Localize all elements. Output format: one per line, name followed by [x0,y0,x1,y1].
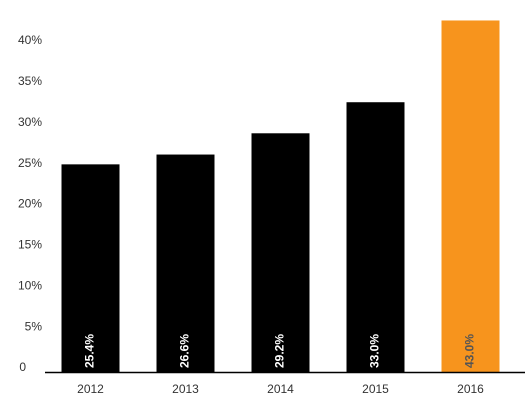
bar [346,102,405,372]
bar [441,20,500,372]
x-tick-label: 2013 [172,382,199,396]
value-label: 43.0% [463,334,477,368]
y-tick-label: 40% [18,33,42,47]
x-tick-label: 2015 [362,382,389,396]
y-tick-label: 10% [18,278,42,292]
x-tick-label: 2016 [457,382,484,396]
value-label: 33.0% [368,334,382,368]
x-tick-label: 2012 [77,382,104,396]
x-tick-label: 2014 [267,382,294,396]
y-tick-label: 0 [19,360,26,374]
value-label: 29.2% [273,334,287,368]
y-tick-label: 5% [25,319,43,333]
y-tick-label: 20% [18,197,42,211]
bar [61,164,120,372]
y-tick-label: 30% [18,115,42,129]
y-tick-label: 25% [18,156,42,170]
value-label: 26.6% [178,334,192,368]
bar [251,133,310,372]
value-label: 25.4% [83,334,97,368]
y-tick-label: 35% [18,74,42,88]
y-tick-label: 15% [18,238,42,252]
bar [156,154,215,372]
